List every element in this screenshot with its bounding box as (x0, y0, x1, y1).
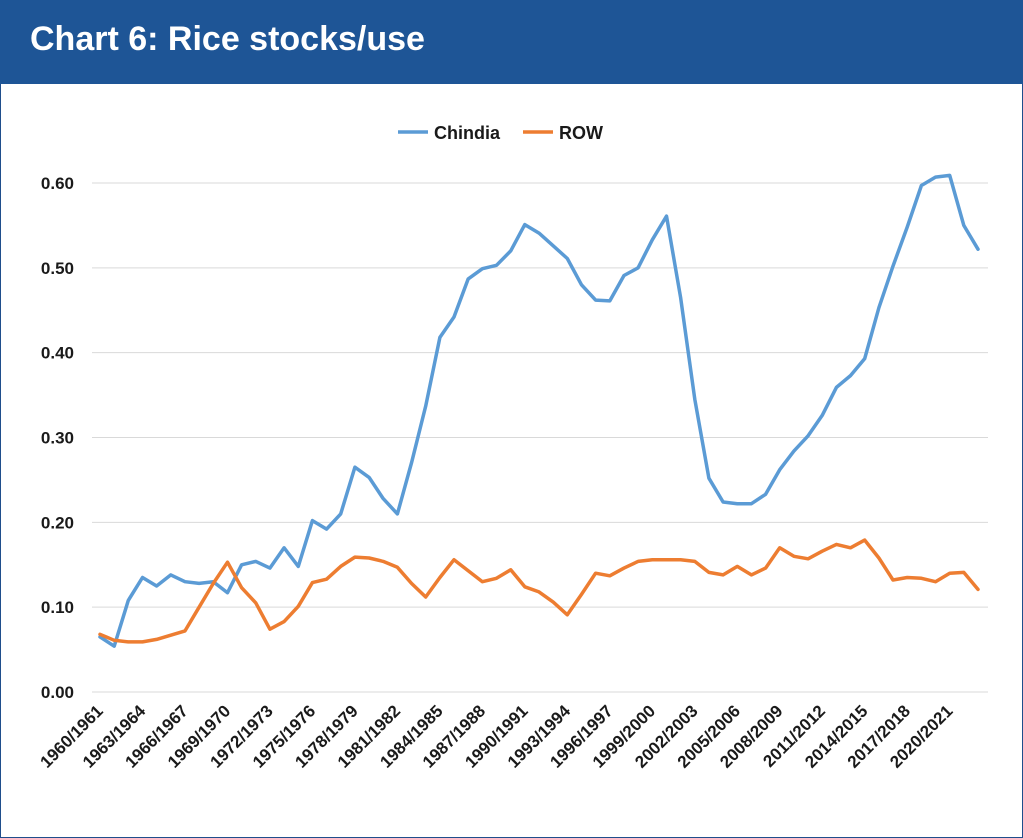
legend-label-row: ROW (559, 123, 603, 143)
series-line-chindia (98, 173, 980, 648)
y-tick-label: 0.00 (41, 683, 74, 702)
title-banner: Chart 6: Rice stocks/use (0, 0, 1023, 84)
legend: Chindia ROW (398, 123, 603, 143)
series-line-row (98, 538, 980, 644)
y-axis-tick-labels: 0.00 0.10 0.20 0.30 0.40 0.50 0.60 (41, 174, 74, 702)
y-tick-label: 0.50 (41, 259, 74, 278)
y-tick-label: 0.40 (41, 344, 74, 363)
x-axis-tick-labels: 1960/19611963/19641966/19671969/19701972… (37, 701, 957, 772)
y-tick-label: 0.30 (41, 429, 74, 448)
y-tick-label: 0.20 (41, 513, 74, 532)
chart-title: Chart 6: Rice stocks/use (30, 20, 425, 58)
y-tick-label: 0.60 (41, 174, 74, 193)
legend-label-chindia: Chindia (434, 123, 501, 143)
series-lines (98, 173, 980, 648)
y-tick-label: 0.10 (41, 598, 74, 617)
gridlines (92, 182, 988, 693)
